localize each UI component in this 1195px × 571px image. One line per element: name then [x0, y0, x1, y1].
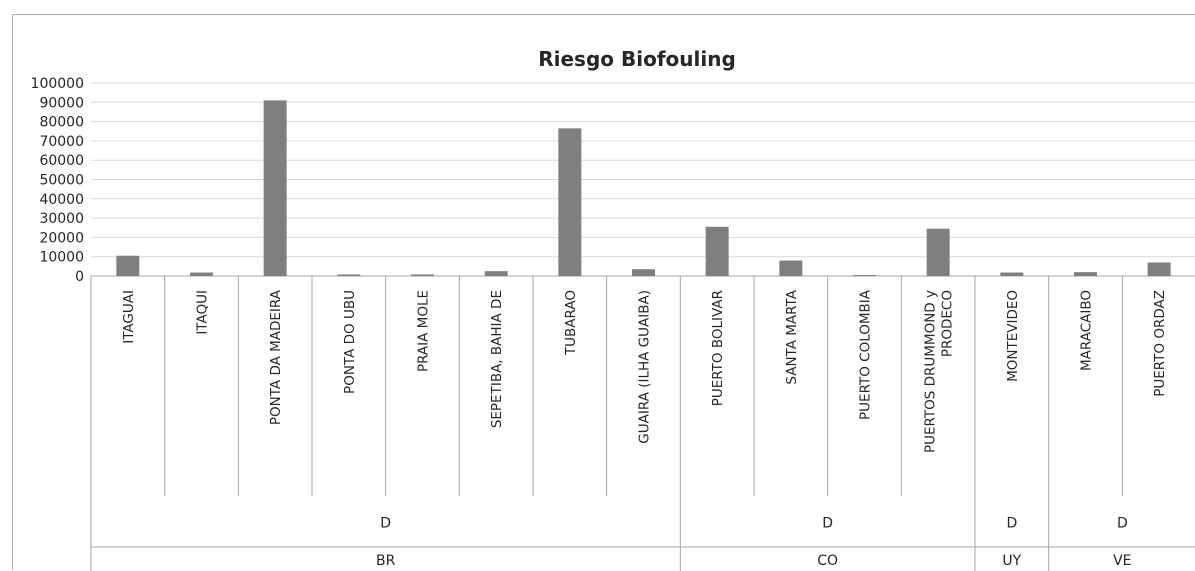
group-label: D [1117, 516, 1128, 532]
y-tick-label: 0 [75, 269, 84, 285]
x-tick-label: SANTA MARTA [784, 289, 800, 384]
x-tick-label: MARACAIBO [1079, 290, 1095, 371]
group-label: UY [1002, 553, 1021, 569]
y-tick-label: 90000 [39, 95, 84, 111]
group-label: D [822, 516, 833, 532]
bar [484, 271, 508, 276]
y-tick-label: 60000 [39, 153, 84, 169]
bar [926, 228, 950, 276]
x-tick-label: PUERTO BOLIVAR [710, 290, 726, 406]
group-label: D [1006, 516, 1017, 532]
bar [337, 274, 361, 276]
y-tick-label: 10000 [39, 250, 84, 266]
bar [632, 269, 655, 276]
x-tick-label: SEPETIBA, BAHIA DE [489, 290, 505, 428]
bar [558, 128, 582, 276]
y-tick-label: 30000 [39, 211, 84, 227]
x-tick-label: PONTA DO UBU [342, 290, 358, 394]
bar [705, 226, 729, 276]
bar [1000, 272, 1024, 276]
bar [411, 274, 434, 276]
x-tick-label: MONTEVIDEO [1005, 290, 1021, 382]
y-tick-label: 100000 [31, 76, 84, 92]
chart-title: Riesgo Biofouling [538, 47, 736, 71]
x-tick-label: ITAGUAI [121, 290, 137, 344]
y-tick-label: 70000 [39, 134, 84, 150]
group-label: CO [817, 553, 838, 569]
bar [190, 272, 213, 276]
bar [263, 100, 287, 277]
x-tick-label: PUERTO COLOMBIA [858, 289, 874, 420]
bar [853, 275, 876, 276]
bar [116, 255, 140, 276]
x-tick-label: ITAQUI [195, 290, 211, 335]
x-tick-label: PRAIA MOLE [416, 290, 432, 372]
x-tick-label: GUAIRA (ILHA GUAIBA) [637, 290, 653, 444]
x-tick-label: TUBARAO [563, 290, 579, 356]
x-tick-label: PUERTO ORDAZ [1152, 290, 1168, 397]
y-tick-label: 80000 [39, 115, 84, 131]
bar-chart: Riesgo Biofouling 0 10000 20000 30000 40000 5… [31, 47, 1195, 571]
chart-area: Riesgo Biofouling 0 10000 20000 30000 40000 5… [12, 14, 1195, 571]
y-tick-label: 50000 [39, 173, 84, 189]
bar [1147, 262, 1171, 276]
x-tick-label: PRODECO [940, 290, 956, 357]
group-label: VE [1113, 553, 1131, 569]
bar [779, 260, 803, 276]
bar [1074, 272, 1097, 276]
group-label: D [380, 516, 391, 532]
x-tick-label: PONTA DA MADEIRA [268, 289, 284, 425]
x-tick-label: PUERTOS DRUMMOND y [923, 290, 939, 453]
y-tick-label: 20000 [39, 230, 84, 246]
group-label: BR [376, 553, 396, 569]
y-tick-label: 40000 [39, 192, 84, 208]
